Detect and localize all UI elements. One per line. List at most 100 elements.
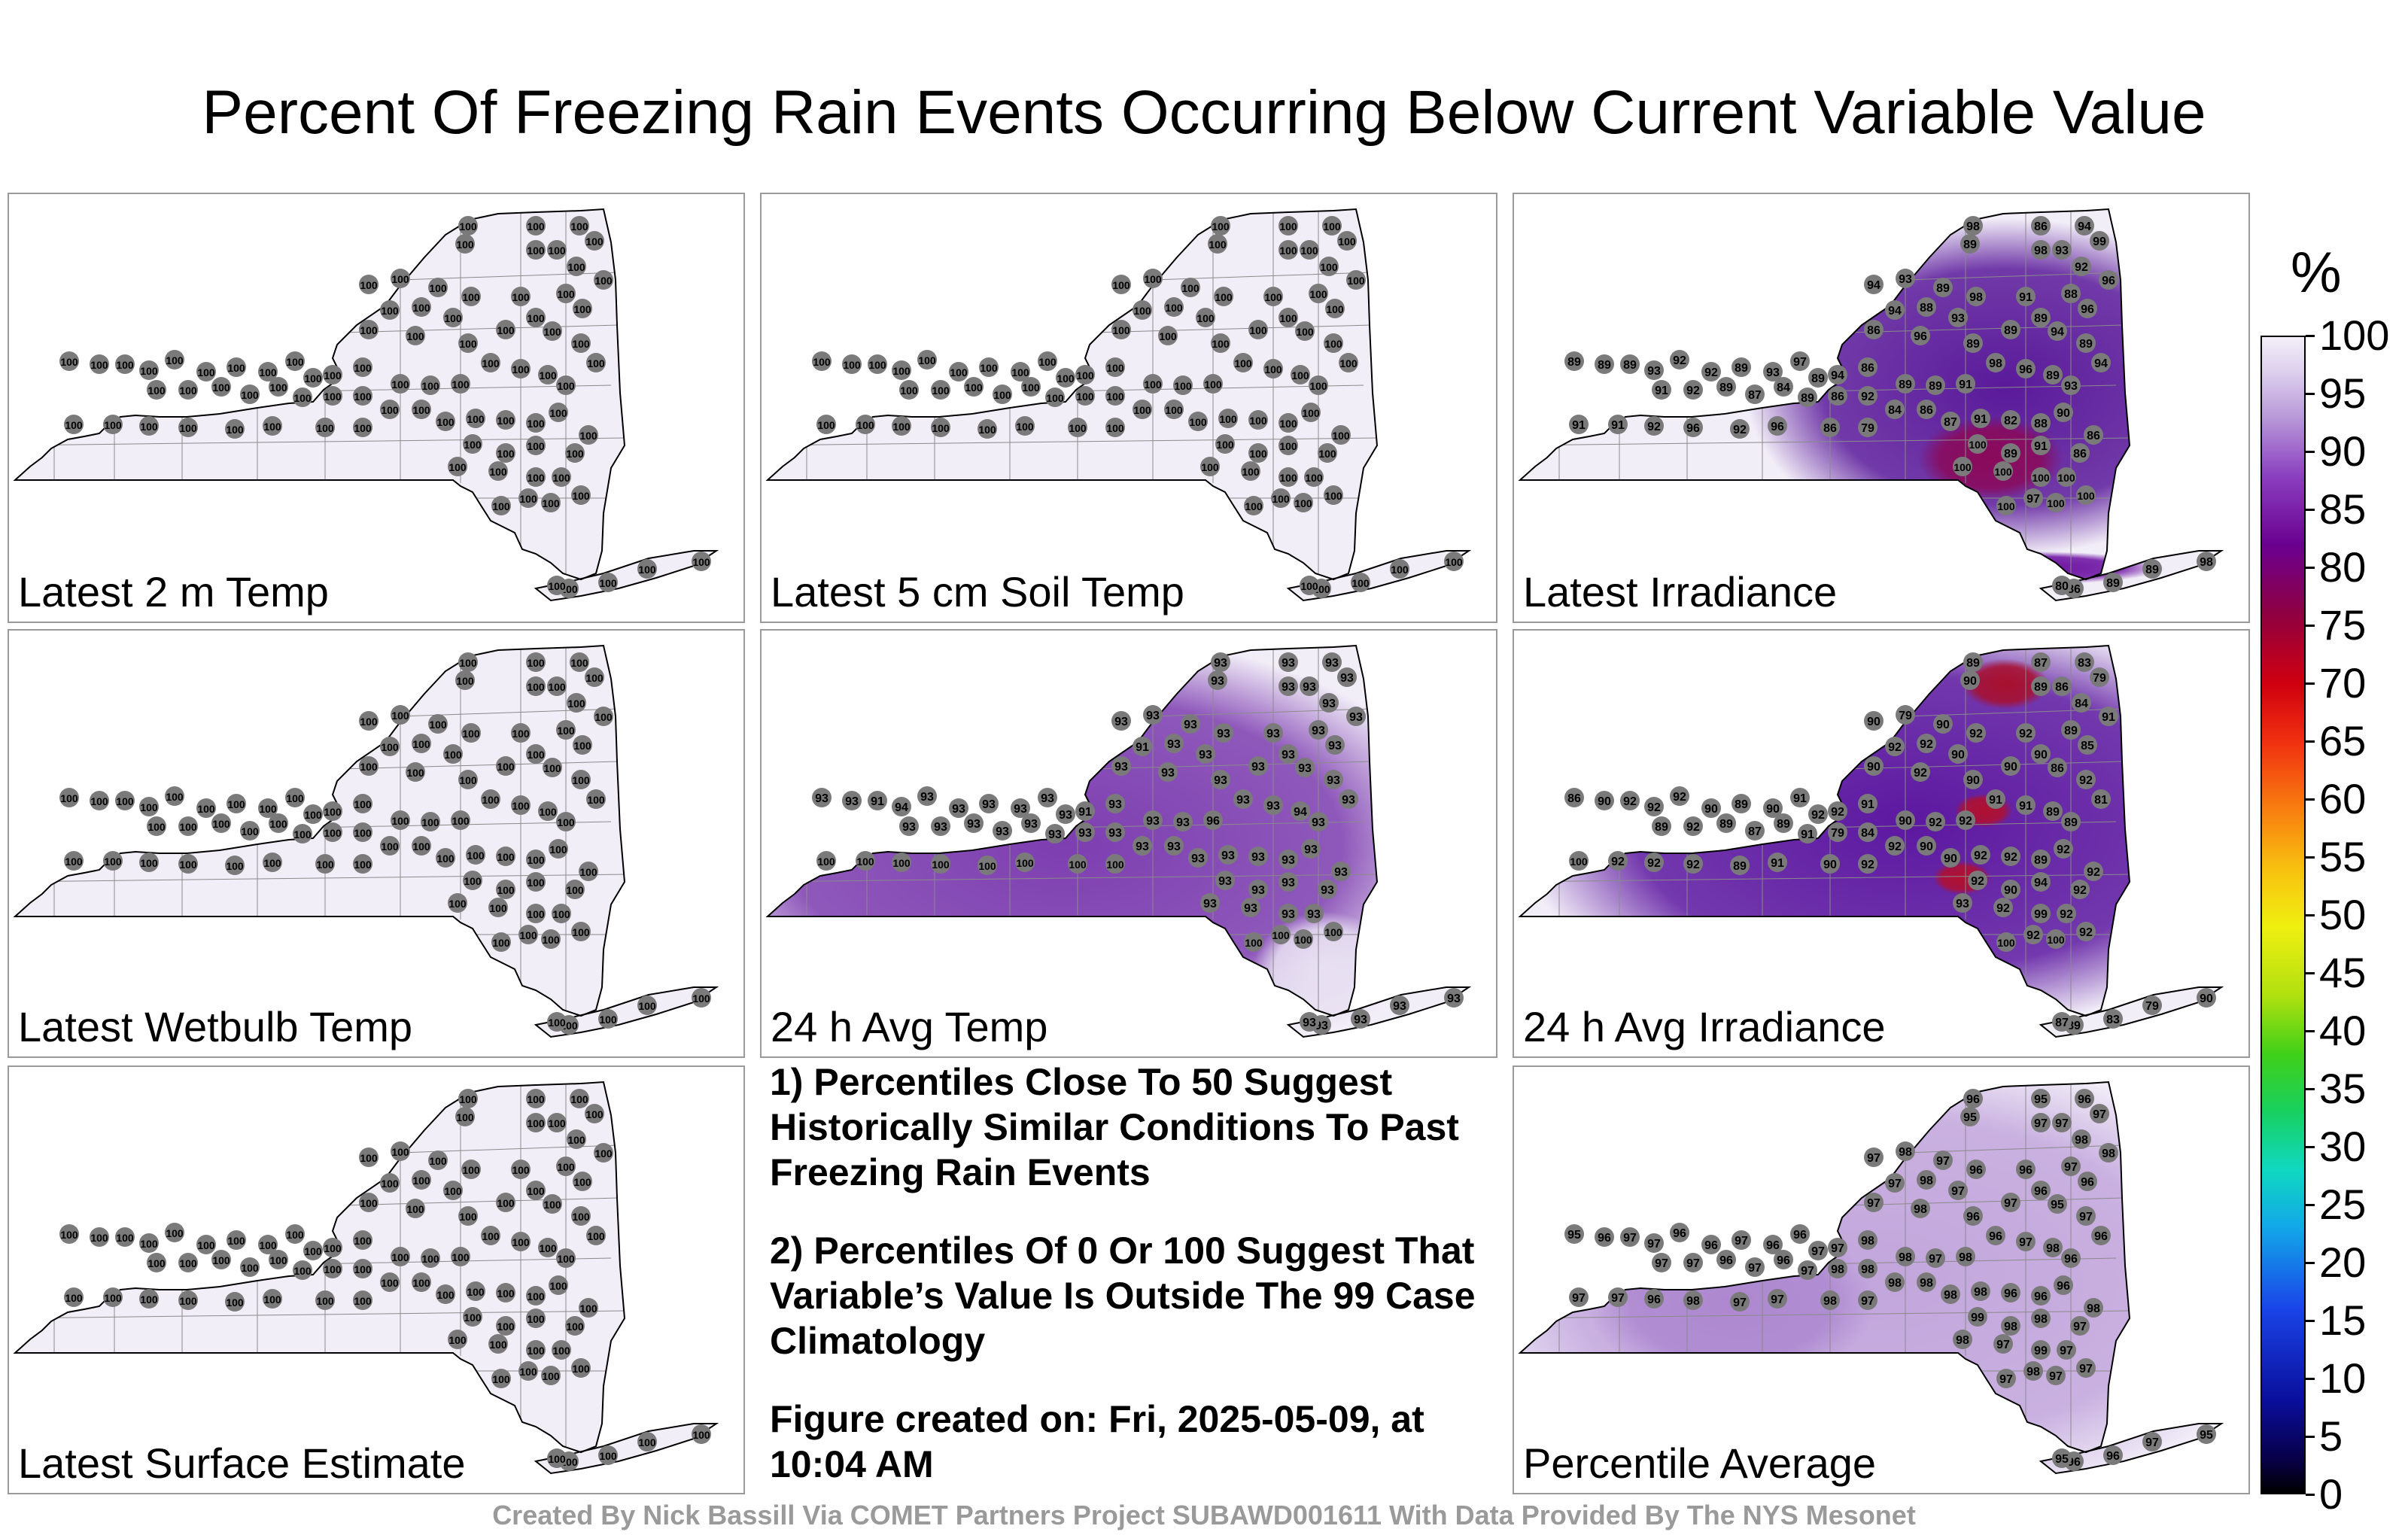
station-value: 100 — [65, 1292, 83, 1304]
station-marker — [1683, 854, 1703, 874]
station-value: 98 — [1969, 291, 1983, 304]
station-value: 100 — [512, 800, 530, 812]
colorbar-tick-label: 10 — [2319, 1354, 2367, 1402]
station-marker — [2031, 216, 2051, 236]
station-value: 93 — [1048, 828, 1062, 841]
station-value: 100 — [259, 803, 277, 815]
station-value: 100 — [497, 324, 515, 336]
station-value: 98 — [1899, 1146, 1912, 1159]
station-marker — [2072, 257, 2091, 276]
station-marker — [1278, 850, 1298, 869]
station-value: 100 — [1196, 312, 1215, 324]
station-value: 99 — [2034, 908, 2048, 921]
percentile-shading — [1520, 646, 2221, 1034]
station-marker — [1956, 1247, 1975, 1266]
station-marker — [549, 403, 568, 422]
station-marker — [1864, 275, 1884, 294]
station-marker — [293, 824, 312, 843]
station-marker — [1164, 297, 1184, 317]
station-marker — [2057, 1340, 2076, 1360]
station-marker — [1993, 1334, 2013, 1354]
station-marker — [1960, 670, 1980, 690]
station-value: 100 — [572, 338, 590, 350]
station-value: 100 — [892, 421, 911, 433]
station-marker — [526, 872, 546, 892]
station-marker — [579, 862, 598, 881]
station-value: 100 — [316, 1295, 334, 1307]
station-value: 100 — [489, 466, 507, 478]
station-value: 91 — [1959, 378, 1972, 391]
station-value: 97 — [1801, 1265, 1814, 1278]
station-marker — [1993, 898, 2013, 917]
station-marker — [1309, 812, 1328, 831]
station-marker — [511, 287, 531, 306]
station-marker — [1858, 1259, 1877, 1278]
station-marker — [1304, 467, 1324, 487]
station-marker — [1971, 845, 1990, 865]
station-value: 98 — [1831, 1263, 1844, 1276]
station-value: 92 — [1929, 816, 1942, 829]
station-marker — [1105, 854, 1125, 874]
station-value: 100 — [1323, 220, 1341, 233]
station-marker — [585, 1104, 604, 1123]
station-value: 97 — [1996, 1339, 2010, 1351]
station-marker — [353, 357, 372, 377]
station-marker — [552, 1340, 571, 1360]
station-marker — [2142, 559, 2162, 579]
station-value: 87 — [1748, 389, 1762, 402]
station-value: 97 — [1888, 1178, 1902, 1190]
station-value: 100 — [381, 404, 399, 416]
station-marker — [359, 756, 379, 776]
station-marker — [196, 362, 216, 381]
station-value: 100 — [1106, 362, 1124, 374]
station-value: 87 — [2034, 657, 2048, 670]
station-value: 100 — [965, 381, 983, 394]
station-marker — [1295, 758, 1315, 777]
station-value: 92 — [2079, 926, 2093, 939]
station-marker — [1798, 824, 1817, 843]
station-value: 93 — [1167, 840, 1181, 853]
station-marker — [842, 354, 862, 374]
station-marker — [2046, 1366, 2066, 1385]
station-value: 100 — [354, 362, 372, 374]
station-marker — [139, 1289, 159, 1309]
station-marker — [412, 1272, 431, 1292]
station-marker — [1300, 676, 1319, 696]
station-value: 93 — [1766, 366, 1780, 379]
station-marker — [1331, 862, 1351, 881]
station-value: 100 — [2047, 934, 2065, 946]
station-marker — [461, 723, 481, 743]
station-marker — [269, 813, 288, 833]
station-value: 95 — [2055, 1453, 2069, 1466]
station-marker — [353, 1230, 372, 1250]
station-value: 100 — [527, 245, 545, 257]
station-value: 87 — [1944, 416, 1957, 429]
station-value: 89 — [1719, 818, 1733, 831]
station-marker — [899, 380, 919, 400]
station-marker — [931, 380, 950, 400]
state-outline — [1518, 1081, 2131, 1454]
station-value: 100 — [212, 381, 230, 394]
station-value: 100 — [1309, 380, 1327, 392]
map-panel-24h-avg-temp: 93 93 93 93 93 93 93 93 93 93 93 93 93 93 93 93 93 93 93 93… — [760, 629, 1497, 1058]
station-value: 95 — [1963, 1111, 1977, 1124]
colorbar-tick — [2306, 393, 2315, 395]
station-marker — [2052, 1012, 2072, 1032]
station-value: 97 — [2079, 1211, 2093, 1223]
station-value: 96 — [2034, 1185, 2048, 1198]
station-value: 100 — [324, 369, 342, 381]
station-marker — [526, 904, 546, 923]
station-value: 100 — [539, 369, 557, 381]
station-value: 93 — [1282, 749, 1295, 761]
station-value: 92 — [1920, 738, 1933, 751]
station-marker — [1986, 789, 2005, 809]
station-marker — [225, 1292, 245, 1312]
station-value: 93 — [1303, 1017, 1316, 1029]
station-marker — [323, 822, 342, 842]
station-value: 93 — [1282, 681, 1295, 694]
station-marker — [1828, 1259, 1847, 1278]
station-marker — [1244, 496, 1263, 515]
station-marker — [1143, 374, 1163, 394]
station-value: 92 — [1647, 857, 1661, 870]
station-value: 100 — [354, 859, 372, 871]
